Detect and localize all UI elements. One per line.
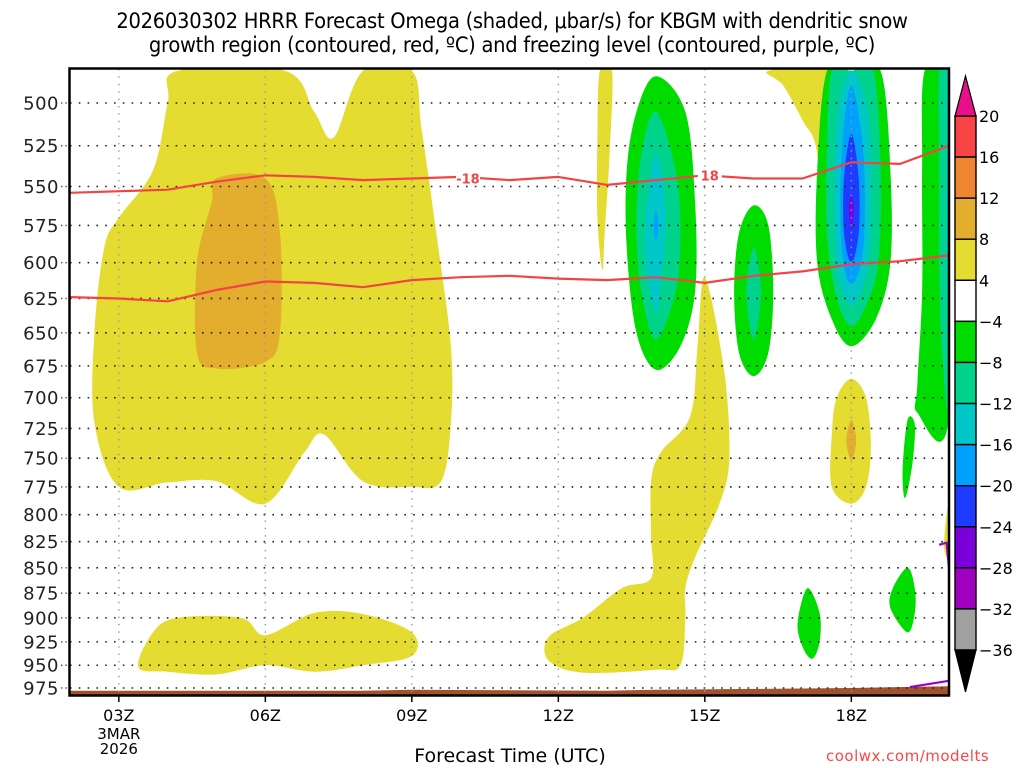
colorbar-bin--24--20 — [954, 484, 977, 528]
x-tick-label-18Z: 18Z — [836, 706, 867, 725]
colorbar: 20 16 12 8 4 −4 −8 −12 −16 −20 −24 −28 −32 −36 — [954, 73, 1013, 693]
y-tick-label-750: 750 — [23, 449, 59, 470]
shaded-region-upward-omega-4to8-lower-west — [138, 610, 418, 675]
colorbar-bin--16--12 — [954, 402, 977, 446]
x-tick-sublabel: 2026 — [100, 740, 138, 758]
x-tick-sublabel: 3MAR — [97, 725, 140, 743]
colorbar-label-9: −20 — [979, 477, 1013, 496]
y-axis: 500 525 550 575 600 625 650 675 700 725 750 775 800 8… — [23, 94, 69, 700]
colorbar-label-0: 20 — [979, 107, 999, 126]
x-tick-label-15Z: 15Z — [689, 706, 720, 725]
contour-label-bg — [455, 170, 480, 185]
colorbar-label-2: 12 — [979, 189, 999, 208]
contour-label-1: 18 — [701, 169, 719, 184]
colorbar-bin-8-12 — [954, 197, 977, 240]
colorbar-bin--8--4 — [954, 320, 977, 364]
freezing-level-contour-1 — [909, 679, 949, 689]
colorbar-label-6: −8 — [979, 353, 1003, 372]
omega-shading — [92, 69, 949, 675]
y-tick-label-700: 700 — [23, 388, 59, 409]
shaded-region-downward-omega-m4m8-19z-mid — [902, 416, 916, 499]
shaded-region-upward-omega-8to12-west — [194, 173, 282, 369]
dgz-contour-upper_-18C — [70, 144, 949, 194]
x-tick-label-03Z: 03Z — [103, 706, 134, 725]
chart-title-line-1: 2026030302 HRRR Forecast Omega (shaded, … — [116, 9, 908, 33]
shaded-region-downward-omega-m16m20-14z — [653, 210, 659, 241]
terrain — [70, 686, 949, 695]
credit-link[interactable]: coolwx.com/modelts — [826, 747, 990, 765]
y-tick-label-625: 625 — [23, 289, 59, 310]
y-tick-label-900: 900 — [23, 608, 59, 629]
colorbar-bin-16-20 — [954, 115, 977, 158]
y-tick-label-975: 975 — [23, 679, 59, 700]
y-tick-label-525: 525 — [23, 136, 59, 157]
y-tick-label-675: 675 — [23, 356, 59, 377]
colorbar-label-5: −4 — [979, 312, 1003, 331]
colorbar-bin--32--28 — [954, 567, 977, 610]
y-tick-label-875: 875 — [23, 584, 59, 605]
shaded-region-downward-omega-m24m28-18z — [848, 194, 854, 230]
colorbar-label-3: 8 — [979, 230, 989, 249]
y-tick-label-850: 850 — [23, 558, 59, 579]
y-tick-label-775: 775 — [23, 477, 59, 498]
y-tick-label-500: 500 — [23, 94, 59, 115]
y-tick-label-725: 725 — [23, 419, 59, 440]
shaded-region-upward-omega-4to8-15z-tail — [544, 276, 730, 674]
colorbar-label-10: −24 — [979, 518, 1013, 537]
colorbar-bin--12--8 — [954, 361, 977, 405]
y-tick-label-600: 600 — [23, 253, 59, 274]
y-tick-label-550: 550 — [23, 177, 59, 198]
x-tick-label-09Z: 09Z — [396, 706, 427, 725]
y-tick-label-650: 650 — [23, 323, 59, 344]
y-tick-label-800: 800 — [23, 505, 59, 526]
shaded-region-downward-omega-m4m8-19z-low — [889, 567, 916, 633]
y-tick-label-825: 825 — [23, 532, 59, 553]
colorbar-bin--28--24 — [954, 526, 977, 569]
y-tick-label-925: 925 — [23, 632, 59, 653]
colorbar-label-4: 4 — [979, 271, 989, 290]
contours: -18 18 — [70, 144, 949, 689]
shaded-region-downward-omega-m4m8-17z-low — [797, 588, 821, 659]
x-axis-label: Forecast Time (UTC) — [414, 745, 606, 767]
terrain-fill — [70, 686, 949, 695]
contour-label-0: -18 — [456, 172, 480, 187]
colorbar-label-11: −28 — [979, 559, 1013, 578]
colorbar-bin-4-8 — [954, 238, 977, 282]
shaded-region-upward-omega-4to8-17z-top — [766, 69, 836, 263]
colorbar-label-8: −16 — [979, 436, 1013, 455]
dgz-contour-lower_-12C — [70, 254, 949, 303]
y-tick-label-950: 950 — [23, 656, 59, 677]
colorbar-bin--4-4 — [954, 279, 977, 323]
colorbar-top-arrow — [954, 73, 977, 117]
colorbar-label-7: −12 — [979, 395, 1013, 414]
colorbar-bin--36--32 — [954, 608, 977, 651]
shaded-region-downward-omega-m8m12-16z — [746, 248, 761, 340]
contour-label-bg — [697, 167, 722, 182]
colorbar-label-13: −36 — [979, 641, 1013, 660]
x-tick-label-12Z: 12Z — [543, 706, 574, 725]
y-tick-label-575: 575 — [23, 216, 59, 237]
colorbar-bin-12-16 — [954, 156, 977, 199]
colorbar-label-1: 16 — [979, 148, 999, 167]
colorbar-bottom-arrow — [954, 649, 977, 693]
chart-title-line-2: growth region (contoured, red, ºC) and f… — [148, 33, 876, 57]
colorbar-label-12: −32 — [979, 600, 1013, 619]
x-tick-label-06Z: 06Z — [250, 706, 281, 725]
colorbar-bin--20--16 — [954, 443, 977, 487]
shaded-region-upward-omega-4to8-1230z — [596, 69, 613, 271]
plot-frame — [68, 67, 951, 697]
